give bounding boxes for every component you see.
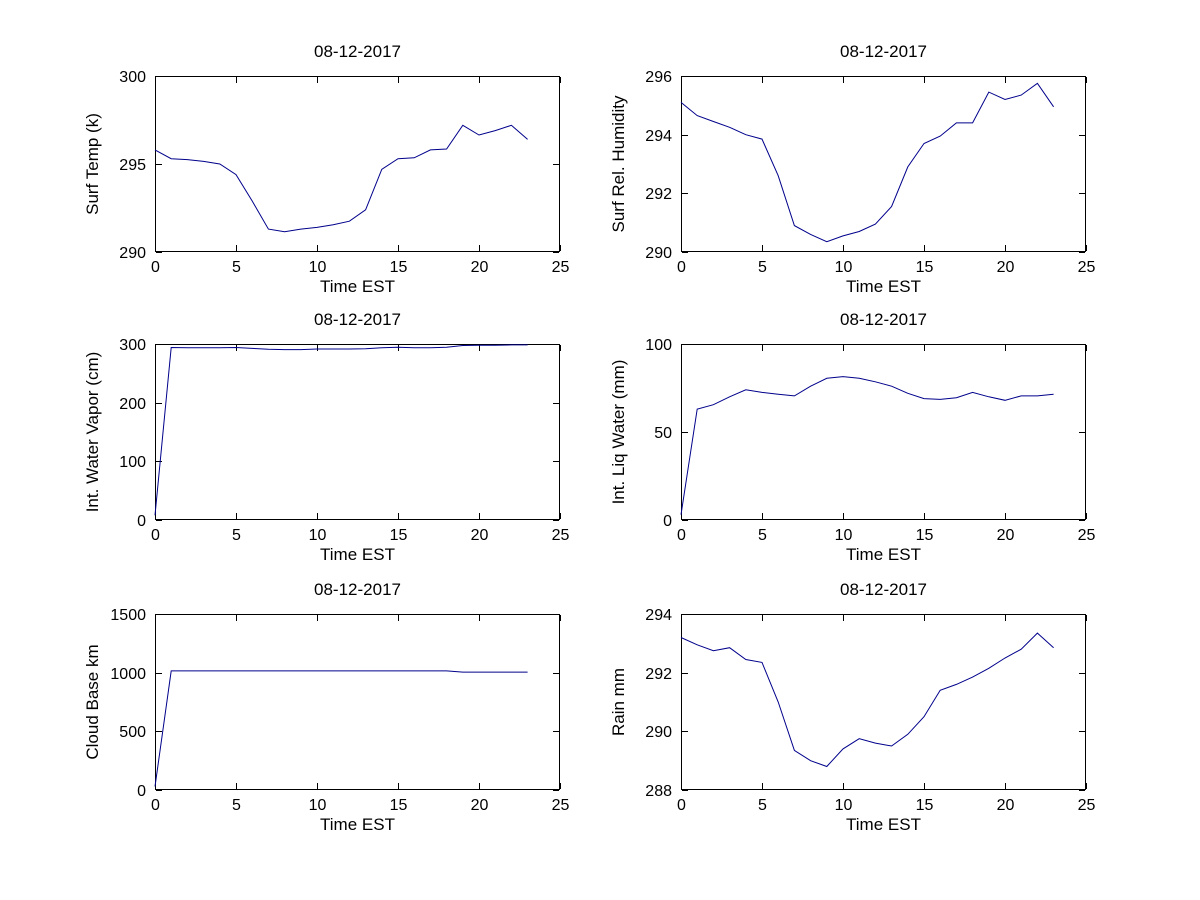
svg-text:1000: 1000	[110, 666, 146, 683]
plot-area: 0 5 10 15 20 25 0 50 100	[645, 337, 1095, 544]
svg-text:20: 20	[997, 527, 1015, 544]
svg-text:5: 5	[232, 797, 241, 814]
svg-text:10: 10	[835, 527, 853, 544]
svg-text:15: 15	[390, 527, 408, 544]
plot-area: 0 5 10 15 20 25 0 100 200 300	[119, 337, 569, 544]
svg-text:290: 290	[645, 724, 672, 741]
svg-text:294: 294	[645, 128, 672, 145]
svg-text:5: 5	[758, 527, 767, 544]
x-axis-label: Time EST	[846, 277, 921, 296]
subplot-surf-temp: 08-12-2017 Surf Temp (k) 0 5 10 15 20 25 290 29…	[83, 42, 570, 296]
subplot-surf-rel-humidity: 08-12-2017 Surf Rel. Humidity 0 5 10 15 20 25…	[609, 42, 1096, 296]
svg-text:5: 5	[758, 797, 767, 814]
svg-text:10: 10	[835, 797, 853, 814]
svg-text:290: 290	[645, 245, 672, 262]
svg-text:15: 15	[390, 259, 408, 276]
svg-text:0: 0	[151, 527, 160, 544]
svg-text:0: 0	[677, 259, 686, 276]
svg-text:10: 10	[309, 527, 327, 544]
plot-title: 08-12-2017	[840, 310, 927, 329]
svg-text:25: 25	[1078, 527, 1096, 544]
y-axis-label: Surf Temp (k)	[83, 113, 102, 215]
plot-title: 08-12-2017	[314, 580, 401, 599]
x-axis-label: Time EST	[320, 277, 395, 296]
svg-text:0: 0	[663, 513, 672, 530]
svg-text:0: 0	[677, 797, 686, 814]
svg-text:20: 20	[997, 797, 1015, 814]
y-axis-label: Int. Water Vapor (cm)	[83, 351, 102, 513]
plot-area: 0 5 10 15 20 25 290 295 300	[119, 69, 569, 276]
svg-text:100: 100	[645, 337, 672, 354]
subplot-int-water-vapor: 08-12-2017 Int. Water Vapor (cm) 0 5 10 15 2…	[83, 310, 570, 564]
svg-text:100: 100	[119, 454, 146, 471]
plot-title: 08-12-2017	[314, 42, 401, 61]
svg-text:25: 25	[552, 259, 570, 276]
svg-text:500: 500	[119, 724, 146, 741]
x-axis-label: Time EST	[320, 545, 395, 564]
svg-text:10: 10	[835, 259, 853, 276]
plot-title: 08-12-2017	[840, 580, 927, 599]
svg-text:300: 300	[119, 337, 146, 354]
x-axis-label: Time EST	[846, 815, 921, 834]
svg-text:15: 15	[916, 797, 934, 814]
svg-text:20: 20	[471, 527, 489, 544]
svg-text:10: 10	[309, 797, 327, 814]
svg-text:15: 15	[390, 797, 408, 814]
svg-text:25: 25	[1078, 259, 1096, 276]
svg-text:0: 0	[151, 797, 160, 814]
y-axis-label: Rain mm	[609, 667, 628, 737]
y-axis-label: Cloud Base km	[83, 644, 102, 760]
svg-text:296: 296	[645, 69, 672, 86]
svg-text:1500: 1500	[110, 607, 146, 624]
svg-text:288: 288	[645, 783, 672, 800]
svg-text:50: 50	[654, 425, 672, 442]
svg-text:20: 20	[471, 797, 489, 814]
svg-text:5: 5	[232, 527, 241, 544]
svg-text:0: 0	[137, 513, 146, 530]
svg-text:25: 25	[552, 797, 570, 814]
subplot-cloud-base: 08-12-2017 Cloud Base km 0 5 10 15 20 25 0 500 1…	[83, 580, 570, 834]
svg-text:290: 290	[119, 245, 146, 262]
y-axis-label: Int. Liq Water (mm)	[609, 359, 628, 505]
svg-text:295: 295	[119, 157, 146, 174]
subplot-rain: 08-12-2017 Rain mm 0 5 10 15 20 25 288 290 292 29…	[609, 580, 1096, 834]
plot-title: 08-12-2017	[840, 42, 927, 61]
svg-text:5: 5	[758, 259, 767, 276]
svg-text:200: 200	[119, 396, 146, 413]
plot-area: 0 5 10 15 20 25 288 290 292 294	[645, 607, 1095, 814]
svg-text:20: 20	[997, 259, 1015, 276]
svg-text:292: 292	[645, 186, 672, 203]
svg-text:300: 300	[119, 69, 146, 86]
svg-text:0: 0	[137, 783, 146, 800]
svg-text:10: 10	[309, 259, 327, 276]
plot-area: 0 5 10 15 20 25 290 292 294 296	[645, 69, 1095, 276]
svg-text:15: 15	[916, 259, 934, 276]
y-axis-label: Surf Rel. Humidity	[609, 95, 628, 233]
plot-title: 08-12-2017	[314, 310, 401, 329]
svg-text:5: 5	[232, 259, 241, 276]
svg-text:292: 292	[645, 666, 672, 683]
svg-text:25: 25	[1078, 797, 1096, 814]
svg-text:25: 25	[552, 527, 570, 544]
x-axis-label: Time EST	[320, 815, 395, 834]
svg-text:20: 20	[471, 259, 489, 276]
svg-text:294: 294	[645, 607, 672, 624]
x-axis-label: Time EST	[846, 545, 921, 564]
plot-area: 0 5 10 15 20 25 0 500 1000 1500	[110, 607, 569, 814]
svg-text:0: 0	[151, 259, 160, 276]
subplot-int-liq-water: 08-12-2017 Int. Liq Water (mm) 0 5 10 15 20 2…	[609, 310, 1096, 564]
svg-text:15: 15	[916, 527, 934, 544]
svg-text:0: 0	[677, 527, 686, 544]
